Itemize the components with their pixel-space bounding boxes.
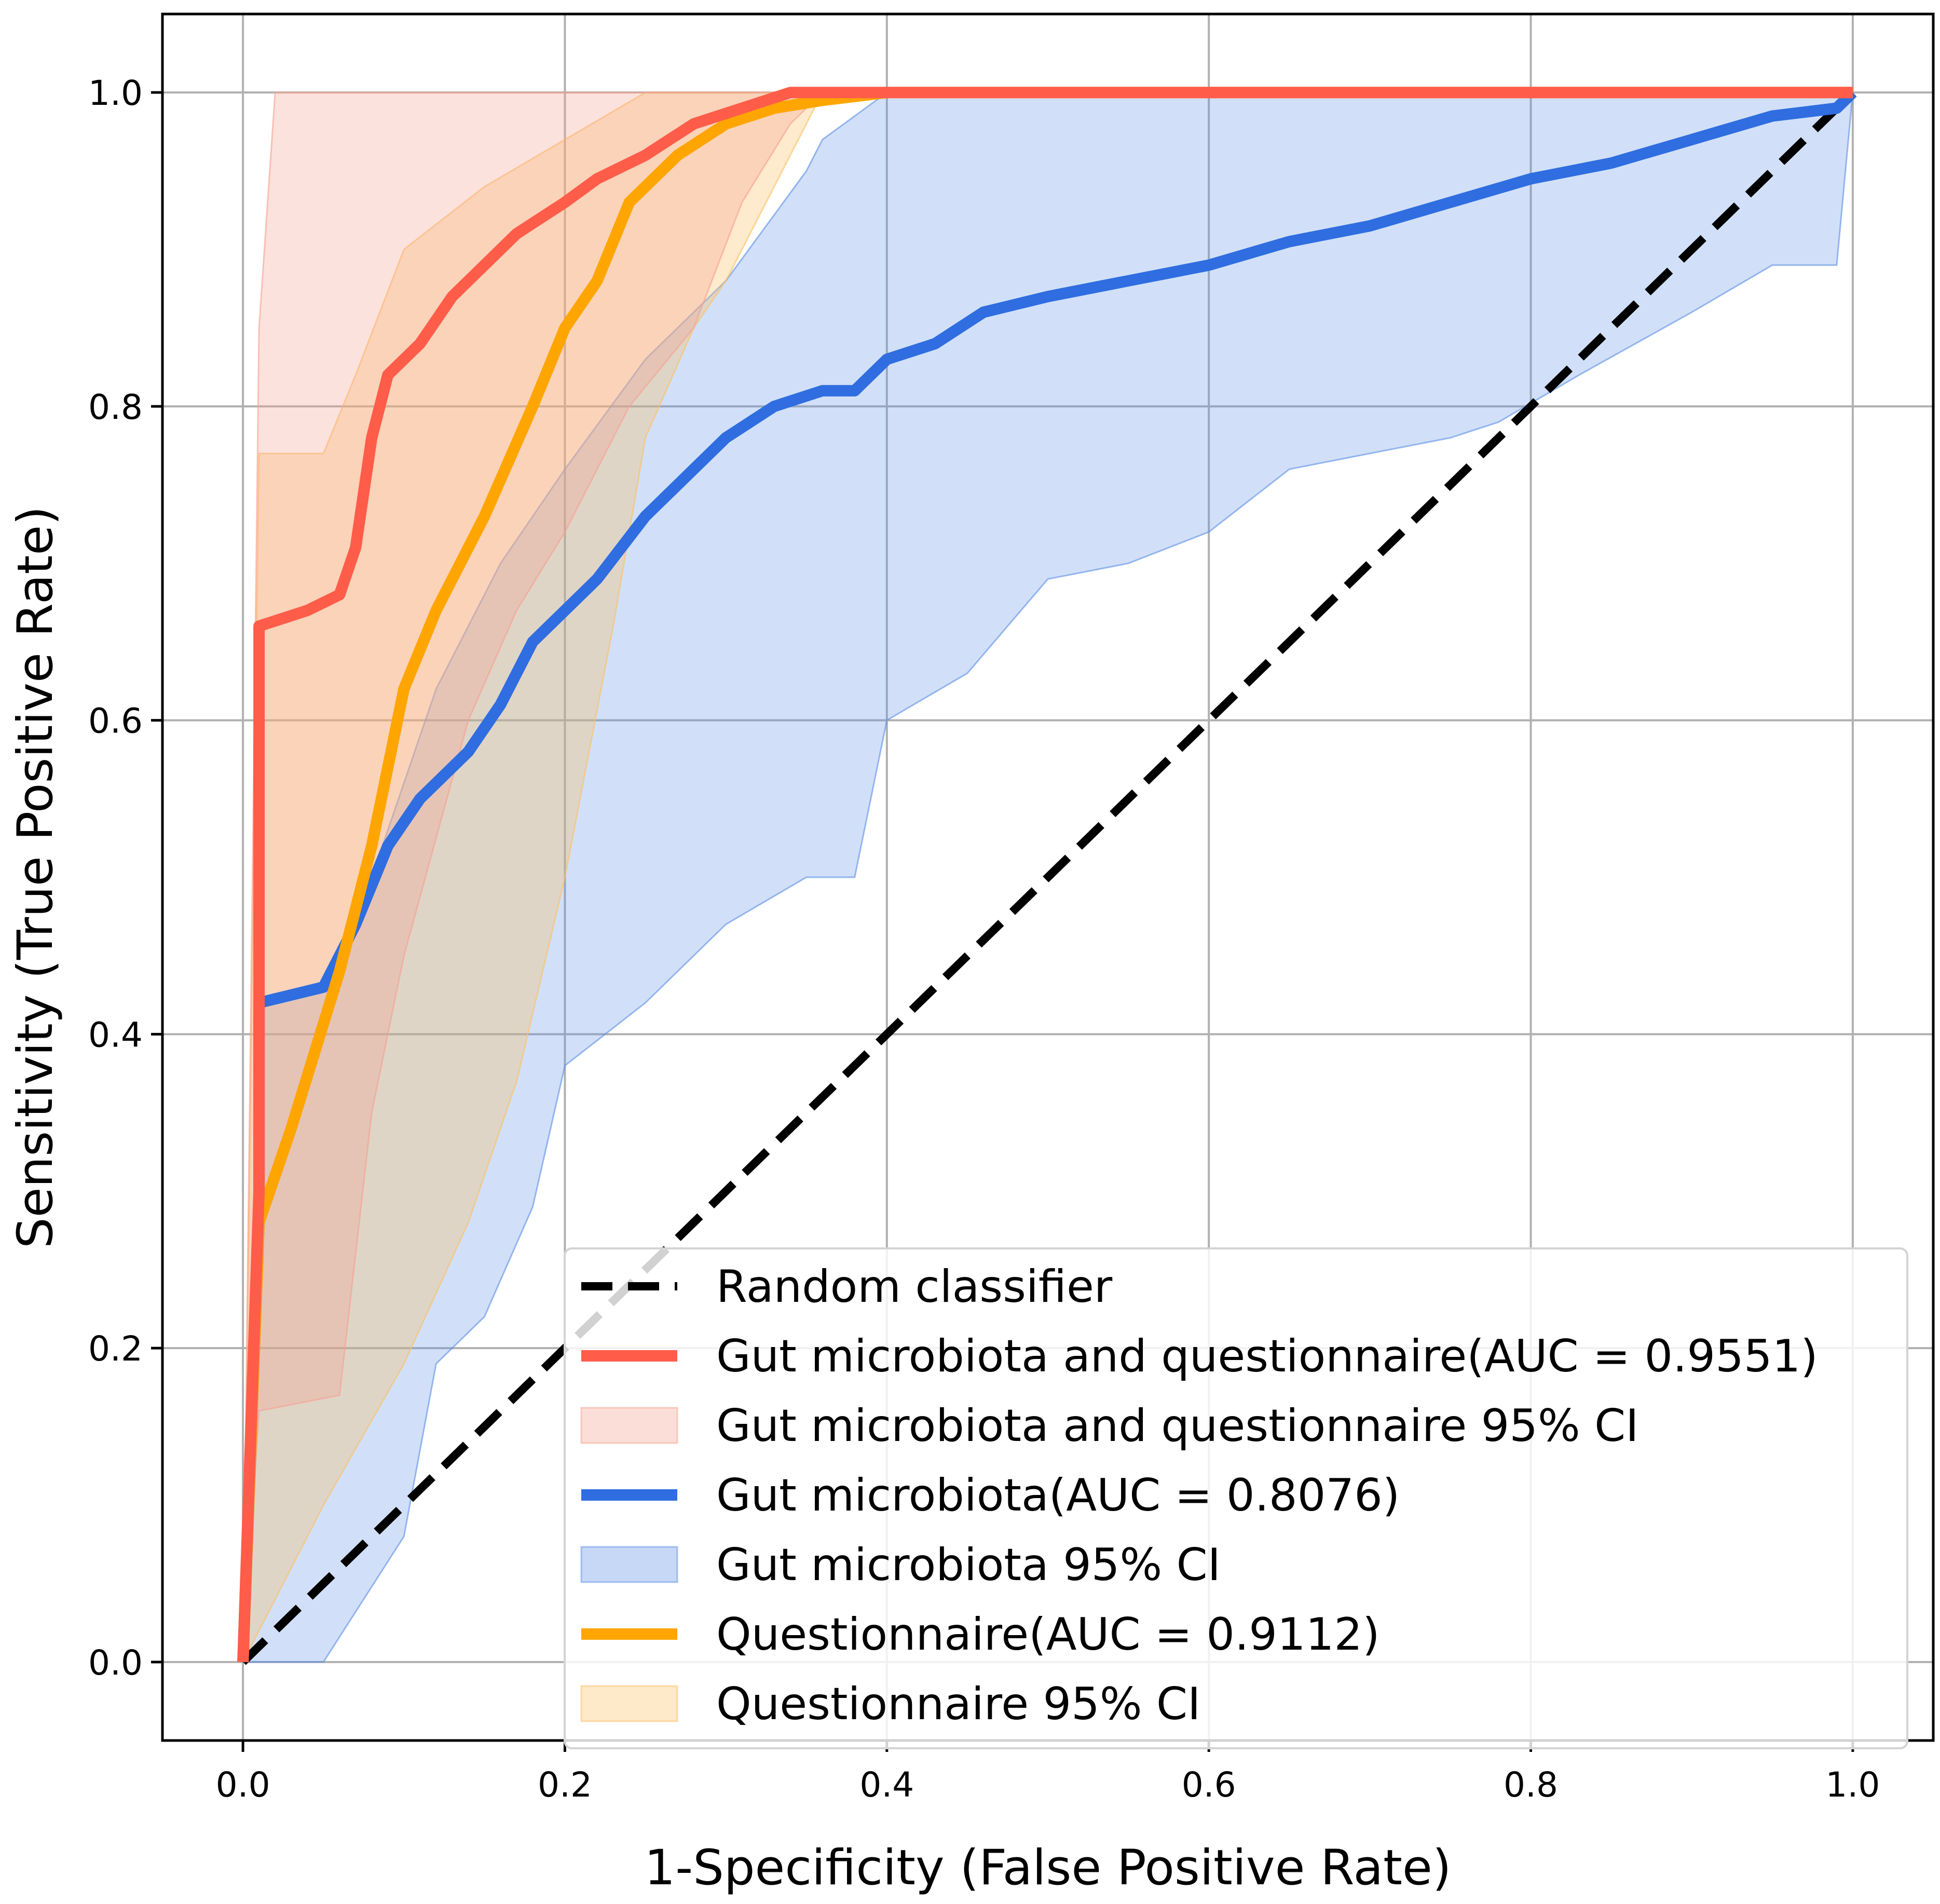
legend-handle (580, 1546, 678, 1583)
y-axis-ticks: 0.0 0.2 0.4 0.6 0.8 1.0 (88, 73, 162, 1683)
y-tick-label: 0.0 (88, 1643, 143, 1683)
ci-band-1 (242, 91, 1853, 1663)
y-axis-title: Sensitivity (True Positive Rate) (7, 506, 64, 1248)
legend-label: Gut microbiota(AUC = 0.8076) (716, 1470, 1400, 1521)
legend-label: Questionnaire(AUC = 0.9112) (716, 1609, 1380, 1661)
roc-curves (237, 87, 1857, 1665)
legend: Random classifier Gut microbiota and ques… (564, 1247, 1908, 1749)
legend-handle (580, 1407, 678, 1444)
x-axis-ticks: 0.0 0.2 0.4 0.6 0.8 1.0 (216, 1740, 1880, 1805)
x-axis-title: 1-Specificity (False Positive Rate) (644, 1840, 1451, 1896)
y-tick-label: 1.0 (88, 73, 143, 113)
legend-label: Gut microbiota 95% CI (716, 1539, 1221, 1591)
y-tick-label: 0.6 (88, 701, 143, 741)
y-tick-label: 0.2 (88, 1329, 143, 1369)
x-tick-label: 0.8 (1504, 1765, 1558, 1805)
ci-band-0 (242, 91, 1854, 1663)
legend-label: Random classifier (716, 1261, 1113, 1313)
legend-box (564, 1247, 1908, 1749)
confidence-bands (242, 91, 1854, 1663)
x-tick-label: 0.0 (216, 1765, 270, 1805)
random-classifier-line (240, 89, 1856, 1665)
x-tick-label: 0.6 (1182, 1765, 1236, 1805)
roc-line-2 (237, 87, 1853, 1663)
legend-label: Gut microbiota and questionnaire 95% CI (716, 1400, 1639, 1452)
legend-label: Gut microbiota and questionnaire(AUC = 0… (716, 1330, 1818, 1382)
legend-handle (580, 1685, 678, 1722)
roc-line-1 (237, 88, 1857, 1663)
y-tick-label: 0.4 (88, 1015, 143, 1055)
y-tick-label: 0.8 (88, 387, 143, 427)
roc-line-3 (237, 87, 1853, 1663)
x-tick-label: 0.4 (859, 1765, 914, 1805)
x-tick-label: 0.2 (538, 1765, 592, 1805)
x-tick-label: 1.0 (1825, 1765, 1880, 1805)
legend-label: Questionnaire 95% CI (716, 1678, 1200, 1730)
